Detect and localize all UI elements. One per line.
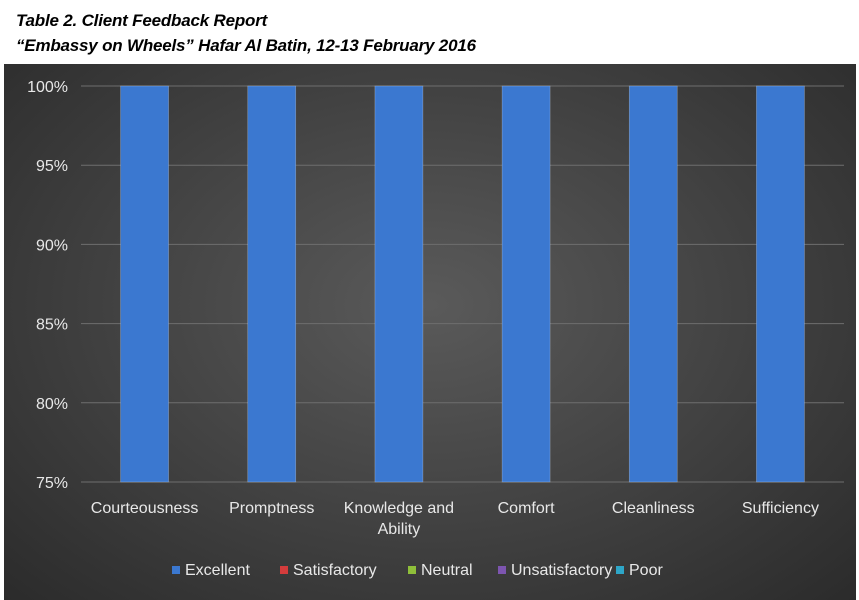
stacked-bar-chart: 75% 80% 85% 90% 95% 100% Courteousness Promptne…: [27, 79, 844, 579]
bar-excellent-promptness: [247, 85, 297, 483]
legend-label-neutral: Neutral: [421, 562, 473, 579]
bar-excellent-sufficiency: [756, 85, 805, 483]
x-tick-label: Knowledge and: [344, 500, 454, 517]
bar-excellent-cleanliness: [628, 85, 678, 483]
y-tick-label: 80%: [36, 396, 68, 413]
legend-label-poor: Poor: [629, 562, 663, 579]
y-tick-label: 75%: [36, 475, 68, 492]
y-tick-label: 85%: [36, 317, 68, 334]
bar-excellent-comfort: [501, 85, 551, 483]
legend-swatch-satisfactory: [280, 566, 288, 574]
legend-swatch-excellent: [172, 566, 180, 574]
legend-swatch-neutral: [408, 566, 416, 574]
title-line-2: “Embassy on Wheels” Hafar Al Batin, 12-1…: [16, 36, 476, 55]
legend-swatch-unsatisfactory: [498, 566, 506, 574]
x-tick-label: Sufficiency: [742, 500, 819, 517]
x-tick-label: Comfort: [498, 500, 555, 517]
legend-swatch-poor: [616, 566, 624, 574]
legend-label-excellent: Excellent: [185, 562, 250, 579]
legend-label-unsatisfactory: Unsatisfactory: [511, 562, 612, 579]
bar-excellent-knowledge-and-ability: [374, 85, 424, 483]
bar-excellent-courteousness: [120, 85, 169, 483]
x-tick-label: Courteousness: [91, 500, 199, 517]
y-tick-label: 95%: [36, 158, 68, 175]
title-line-1: Table 2. Client Feedback Report: [16, 11, 268, 30]
y-tick-label: 100%: [27, 79, 68, 96]
x-tick-label: Promptness: [229, 500, 314, 517]
x-tick-label: Cleanliness: [612, 500, 695, 517]
y-tick-label: 90%: [36, 237, 68, 254]
x-tick-label: Ability: [378, 521, 421, 538]
chart-title: Table 2. Client Feedback Report “Embassy…: [16, 8, 846, 58]
chart-panel: 75% 80% 85% 90% 95% 100% Courteousness Promptne…: [4, 64, 856, 600]
legend-label-satisfactory: Satisfactory: [293, 562, 377, 579]
